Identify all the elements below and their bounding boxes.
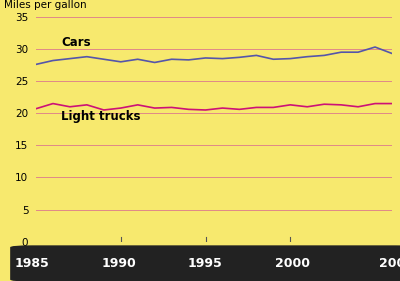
Text: Cars: Cars — [62, 36, 91, 49]
Text: 1985: 1985 — [15, 257, 49, 270]
Text: 1990: 1990 — [101, 257, 136, 270]
Text: Light trucks: Light trucks — [62, 110, 141, 123]
Text: Miles per gallon: Miles per gallon — [4, 0, 86, 10]
Text: 1995: 1995 — [188, 257, 223, 270]
FancyBboxPatch shape — [10, 245, 400, 281]
Text: 2006: 2006 — [378, 257, 400, 270]
Text: 2000: 2000 — [274, 257, 310, 270]
